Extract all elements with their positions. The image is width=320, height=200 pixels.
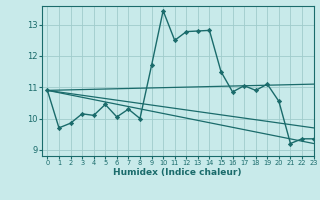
X-axis label: Humidex (Indice chaleur): Humidex (Indice chaleur) bbox=[113, 168, 242, 177]
